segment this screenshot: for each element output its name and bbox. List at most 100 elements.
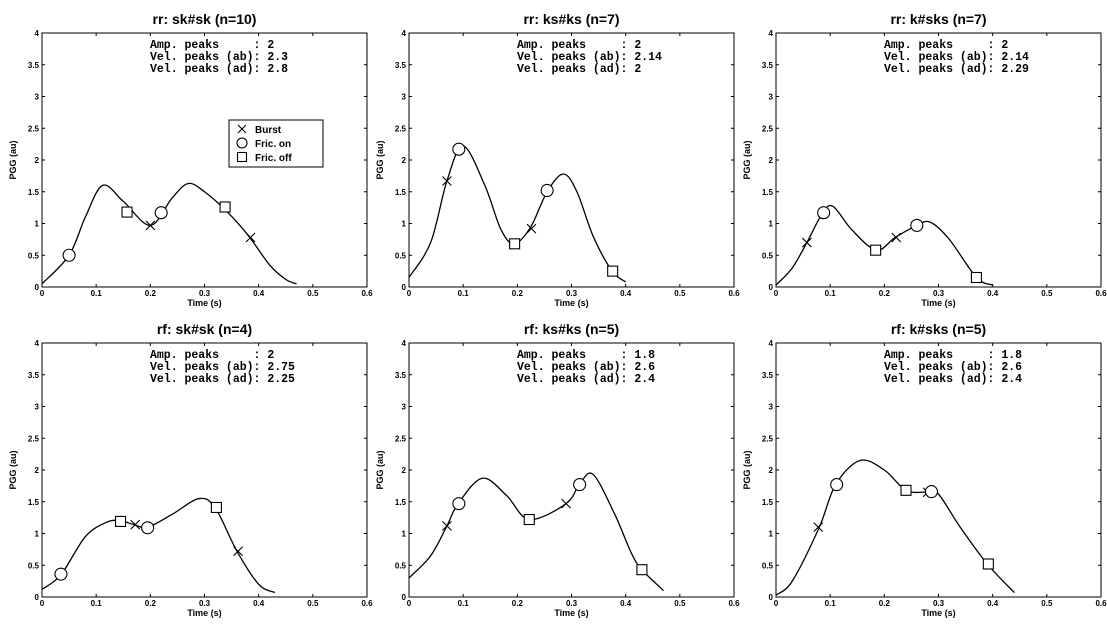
y-tick-label: 3.5	[395, 61, 407, 70]
burst-marker	[246, 233, 255, 242]
y-tick-label: 0	[35, 283, 40, 292]
y-tick-label: 2.5	[28, 434, 40, 443]
x-tick-label: 0.2	[879, 599, 891, 608]
x-tick-label: 0.5	[307, 289, 319, 298]
y-tick-label: 2.5	[395, 124, 407, 133]
x-tick-label: 0.4	[620, 289, 632, 298]
y-tick-label: 2.5	[395, 434, 407, 443]
x-tick-label: 0.1	[825, 289, 837, 298]
fric-off-marker	[637, 565, 647, 575]
x-tick-label: 0.6	[361, 289, 373, 298]
x-tick-label: 0.6	[728, 289, 740, 298]
y-tick-label: 3.5	[395, 371, 407, 380]
y-tick-label: 0.5	[762, 251, 774, 260]
annotation-text: Vel. peaks (ad): 2	[517, 63, 641, 76]
x-tick-label: 0.5	[674, 599, 686, 608]
x-tick-label: 0.6	[1095, 599, 1107, 608]
y-tick-label: 0.5	[28, 251, 40, 260]
chart-title: rf: k#sks (n=5)	[891, 321, 986, 337]
subplot: rr: sk#sk (n=10)0 0.1 0.2 0.3 0.4 0.5 0.600.51…	[8, 11, 373, 308]
y-tick-label: 1	[769, 220, 774, 229]
annotation-text: Vel. peaks (ad): 2.4	[884, 373, 1022, 386]
fric-off-marker	[122, 207, 132, 217]
pgg-curve	[409, 146, 626, 282]
y-tick-label: 1.5	[762, 188, 774, 197]
x-tick-label: 0.5	[674, 289, 686, 298]
y-tick-label: 0	[769, 283, 774, 292]
chart-title: rr: sk#sk (n=10)	[153, 11, 257, 27]
burst-marker	[892, 233, 901, 242]
x-axis-label: Time (s)	[187, 298, 221, 308]
fric-on-marker	[453, 143, 465, 155]
x-tick-label: 0	[774, 599, 779, 608]
y-tick-label: 1.5	[395, 498, 407, 507]
x-tick-label: 0.6	[1095, 289, 1107, 298]
y-tick-label: 3.5	[762, 61, 774, 70]
y-tick-label: 0	[769, 593, 774, 602]
x-tick-label: 0.4	[253, 599, 265, 608]
y-axis-label: PGG (au)	[8, 450, 18, 489]
y-tick-label: 3.5	[28, 61, 40, 70]
y-tick-label: 4	[35, 339, 40, 348]
x-tick-label: 0.1	[458, 289, 470, 298]
x-tick-label: 0	[40, 599, 45, 608]
legend-fric-off-marker	[238, 153, 247, 162]
x-tick-label: 0.3	[199, 599, 211, 608]
x-tick-label: 0.3	[199, 289, 211, 298]
burst-marker	[442, 521, 451, 530]
y-tick-label: 2	[35, 466, 40, 475]
burst-marker	[802, 238, 811, 247]
y-tick-label: 1	[35, 220, 40, 229]
y-tick-label: 1	[402, 530, 407, 539]
fric-off-marker	[220, 202, 230, 212]
fric-on-marker	[541, 184, 553, 196]
x-tick-label: 0.4	[620, 599, 632, 608]
y-tick-label: 2	[402, 466, 407, 475]
y-tick-label: 3	[35, 403, 40, 412]
y-tick-label: 4	[769, 29, 774, 38]
y-tick-label: 0	[402, 283, 407, 292]
y-tick-label: 4	[35, 29, 40, 38]
fric-on-marker	[574, 479, 586, 491]
burst-marker	[562, 499, 571, 508]
x-tick-label: 0.4	[987, 599, 999, 608]
y-tick-label: 1	[35, 530, 40, 539]
y-tick-label: 1	[769, 530, 774, 539]
pgg-curve	[42, 183, 297, 283]
y-tick-label: 0.5	[762, 561, 774, 570]
y-tick-label: 1.5	[28, 498, 40, 507]
y-tick-label: 2	[35, 156, 40, 165]
y-axis-label: PGG (au)	[375, 450, 385, 489]
subplot: rr: ks#ks (n=7)0 0.1 0.2 0.3 0.4 0.5 0.600.511…	[375, 11, 740, 308]
fric-off-marker	[524, 515, 534, 525]
x-tick-label: 0.4	[987, 289, 999, 298]
x-tick-label: 0.3	[566, 289, 578, 298]
y-axis-label: PGG (au)	[742, 450, 752, 489]
x-tick-label: 0.5	[307, 599, 319, 608]
fric-off-marker	[211, 502, 221, 512]
burst-marker	[442, 176, 451, 185]
y-tick-label: 0	[402, 593, 407, 602]
y-tick-label: 1	[402, 220, 407, 229]
x-axis-label: Time (s)	[187, 608, 221, 618]
y-tick-label: 2	[402, 156, 407, 165]
fric-off-marker	[871, 245, 881, 255]
y-axis-label: PGG (au)	[8, 140, 18, 179]
annotation-text: Vel. peaks (ad): 2.8	[150, 63, 288, 76]
fric-on-marker	[818, 207, 830, 219]
x-tick-label: 0	[774, 289, 779, 298]
x-tick-label: 0.1	[91, 599, 103, 608]
x-tick-label: 0.5	[1041, 599, 1053, 608]
chart-title: rf: ks#ks (n=5)	[524, 321, 619, 337]
y-tick-label: 3	[35, 93, 40, 102]
y-tick-label: 0	[35, 593, 40, 602]
y-tick-label: 1.5	[28, 188, 40, 197]
y-tick-label: 2.5	[762, 124, 774, 133]
x-tick-label: 0	[407, 289, 412, 298]
x-tick-label: 0.6	[728, 599, 740, 608]
fric-on-marker	[911, 219, 923, 231]
chart-title: rf: sk#sk (n=4)	[157, 321, 252, 337]
fric-on-marker	[453, 498, 465, 510]
